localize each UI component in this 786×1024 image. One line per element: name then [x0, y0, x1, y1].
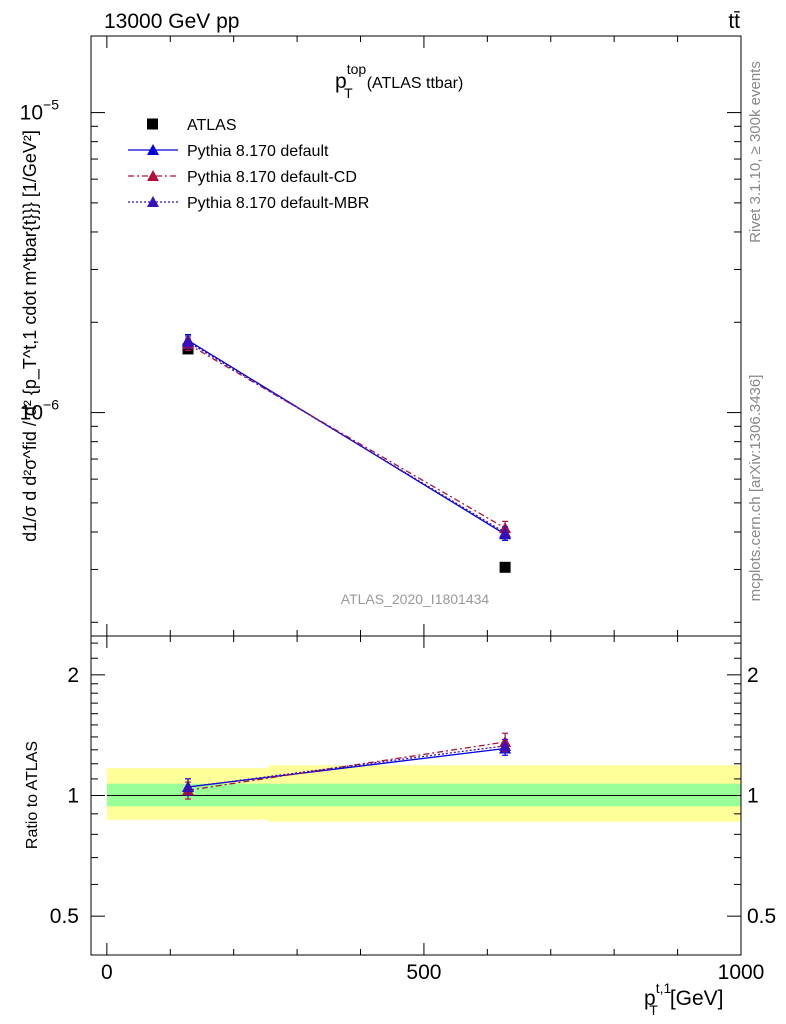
- data-point-1: [499, 561, 511, 573]
- main-y-tick-label: 10−5: [20, 97, 60, 125]
- legend: ATLAS Pythia 8.170 default Pythia 8.170 de…: [128, 117, 369, 212]
- legend-marker-0: [147, 118, 158, 130]
- main-point-3-0: [182, 335, 195, 347]
- ratio-uncertainty-bands: [106, 765, 741, 822]
- x-axis-label: pt,1 T [GeV]: [644, 980, 724, 1018]
- ratio-y-tick-label-left: 2: [67, 664, 79, 687]
- ratio-y-tick-label-left: 0.5: [50, 905, 79, 928]
- mcplots-label: mcplots.cern.ch [arXiv:1306.3436]: [747, 375, 764, 602]
- legend-label-2: Pythia 8.170 default-CD: [187, 169, 357, 186]
- main-y-tick-label: 10−6: [20, 397, 60, 425]
- x-tick-label-0: 0: [101, 961, 113, 984]
- analysis-label: ATLAS_2020_I1801434: [341, 591, 490, 607]
- main-point-3-1: [499, 526, 512, 538]
- legend-label-0: ATLAS: [187, 117, 237, 134]
- x-tick-label-1000: 1000: [718, 961, 765, 984]
- band-green-1: [268, 783, 741, 807]
- ratio-y-tick-label-right: 2: [747, 664, 759, 687]
- plot-title: ptop T(ATLAS ttbar): [335, 61, 463, 101]
- rivet-label: Rivet 3.1.10, ≥ 300k events: [747, 61, 764, 243]
- main-y-axis-label: d1/σ d d²σ^fid / d² {p_T^t,1 cdot m^tbar…: [20, 130, 41, 542]
- header-left-label: 13000 GeV pp: [104, 10, 239, 33]
- ratio-line-1: [187, 741, 506, 791]
- legend-label-3: Pythia 8.170 default-MBR: [187, 195, 369, 212]
- main-series-group: [182, 333, 512, 573]
- legend-label-1: Pythia 8.170 default: [187, 143, 329, 160]
- ratio-point-2-0: [182, 781, 195, 793]
- legend-marker-2: [147, 170, 159, 181]
- header-right-label: tt̄: [728, 10, 740, 33]
- ratio-y-tick-label-left: 1: [67, 785, 79, 808]
- x-tick-label-500: 500: [406, 961, 441, 984]
- ratio-y-tick-label-right: 0.5: [747, 905, 776, 928]
- ratio-y-tick-label-right: 1: [747, 785, 759, 808]
- ratio-line-2: [187, 745, 506, 788]
- ratio-point-2-1: [499, 739, 512, 751]
- legend-marker-3: [147, 196, 159, 207]
- ratio-series-group: [182, 732, 512, 800]
- main-line-2: [187, 343, 506, 529]
- ratio-y-axis-label: Ratio to ATLAS: [24, 741, 41, 849]
- axes-group: 0 500 1000 10−6 10−5 0.5 0.5 1 1 2 2: [20, 35, 776, 984]
- legend-marker-1: [147, 144, 159, 155]
- main-line-3: [187, 341, 506, 534]
